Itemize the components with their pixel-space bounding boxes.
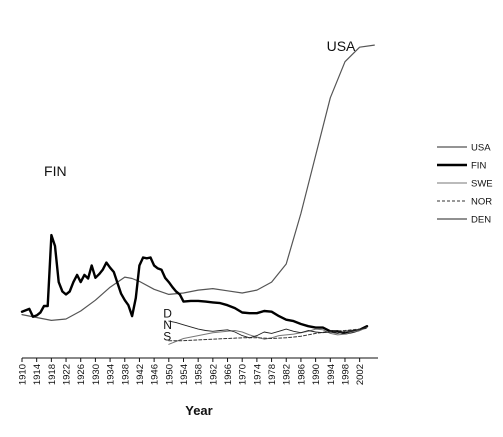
x-tick-label: 1962 (208, 364, 219, 385)
x-tick-label: 1970 (238, 364, 249, 385)
x-tick-label: 1950 (164, 364, 175, 385)
x-tick-label: 1978 (267, 364, 278, 385)
x-tick-label: 1942 (135, 364, 146, 385)
plot-lines (20, 44, 375, 345)
annotation-fin: FIN (44, 163, 67, 179)
legend-label-fin: FIN (471, 161, 486, 172)
x-tick-label: 1914 (32, 364, 43, 385)
series-line-swe (168, 327, 368, 345)
x-tick-label: 1998 (340, 364, 351, 385)
x-tick-label: 1922 (62, 364, 73, 385)
legend-label-usa: USA (471, 143, 491, 154)
series-line-den (168, 320, 368, 339)
legend-label-den: DEN (471, 215, 491, 226)
annotation-usa: USA (327, 38, 356, 54)
legend-label-swe: SWE (471, 179, 493, 190)
x-tick-label: 1958 (194, 364, 205, 385)
x-tick-label: 1974 (252, 364, 263, 385)
annotation-s: S (163, 330, 171, 344)
series-line-usa (21, 44, 375, 321)
x-tick-label: 1930 (91, 364, 102, 385)
x-tick-label: 1910 (18, 364, 29, 385)
series-line-fin (20, 233, 369, 335)
x-tick-label: 1994 (326, 364, 337, 385)
x-tick-label: 1934 (106, 364, 117, 385)
x-tick-label: 1926 (76, 364, 87, 385)
x-axis-title: Year (185, 403, 212, 418)
x-tick-label: 1946 (150, 364, 161, 385)
x-tick-label: 2002 (355, 364, 366, 385)
x-tick-label: 1954 (179, 364, 190, 385)
legend-label-nor: NOR (471, 197, 492, 208)
annotation-n: N (163, 318, 172, 332)
x-tick-label: 1938 (120, 364, 131, 385)
x-tick-label: 1966 (223, 364, 234, 385)
annotation-d: D (163, 307, 172, 321)
annotations: USA FIN DNS (44, 38, 356, 344)
x-tick-label: 1990 (311, 364, 322, 385)
legend: USA FIN SWE NOR DEN (437, 143, 493, 226)
x-tick-label: 1986 (296, 364, 307, 385)
x-ticks: 1910 1914 1918 1922 1926 1930 1934 1938 1942 1946… (18, 358, 366, 385)
x-tick-label: 1982 (282, 364, 293, 385)
x-tick-label: 1918 (47, 364, 58, 385)
series-line-nor (168, 327, 368, 342)
